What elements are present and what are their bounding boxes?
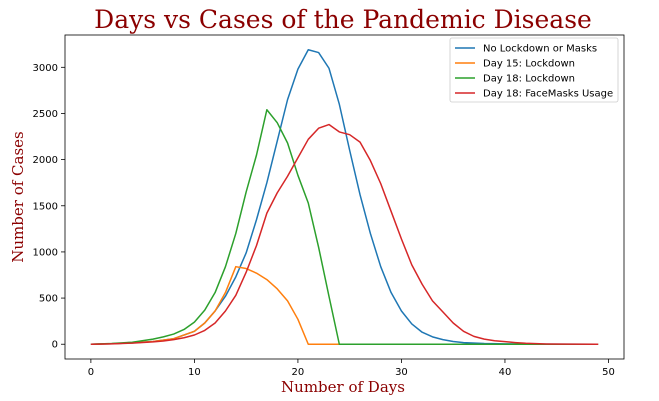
- x-tick-label: 20: [292, 367, 305, 378]
- series-layer: [90, 49, 599, 345]
- x-tick-label: 40: [499, 367, 512, 378]
- series-line-4: [90, 123, 599, 345]
- chart-title: Days vs Cases of the Pandemic Disease: [94, 5, 592, 34]
- x-tick-label: 10: [188, 367, 201, 378]
- x-tick-label: 0: [88, 367, 94, 378]
- legend: No Lockdown or Masks Day 15: Lockdown Day …: [449, 37, 619, 103]
- y-tick-label: 500: [39, 294, 58, 305]
- y-tick-label: 1500: [33, 201, 58, 212]
- x-tick-label: 30: [395, 367, 408, 378]
- legend-label: Day 18: Lockdown: [483, 74, 575, 85]
- y-tick-label: 0: [52, 340, 58, 351]
- y-tick-label: 3000: [33, 63, 58, 74]
- legend-label: No Lockdown or Masks: [483, 44, 597, 55]
- series-line-3: [90, 109, 599, 345]
- x-tick-label: 50: [602, 367, 615, 378]
- y-tick-label: 2500: [33, 109, 58, 120]
- x-axis: 0 10 20 30 40 50: [88, 359, 615, 378]
- legend-label: Day 15: Lockdown: [483, 59, 575, 70]
- y-tick-label: 2000: [33, 155, 58, 166]
- y-axis: 0 500 1000 1500 2000 2500 3000: [33, 63, 65, 351]
- y-axis-label: Number of Cases: [9, 131, 27, 262]
- x-axis-label: Number of Days: [281, 378, 405, 396]
- legend-box: [449, 37, 619, 103]
- y-tick-label: 1000: [33, 247, 58, 258]
- legend-label: Day 18: FaceMasks Usage: [483, 89, 613, 100]
